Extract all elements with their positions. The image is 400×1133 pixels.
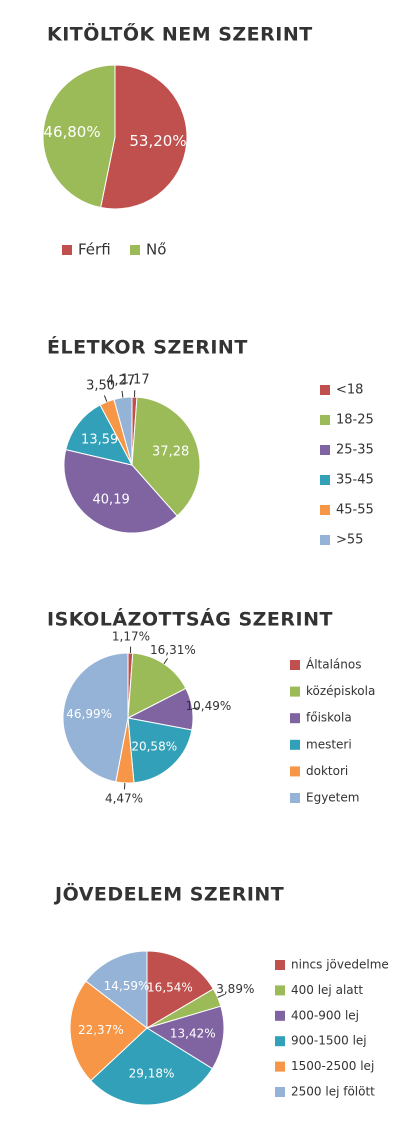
legend-swatch: [275, 985, 285, 996]
legend-swatch: [320, 475, 330, 485]
legend-label: <18: [336, 383, 363, 398]
legend-swatch: [320, 415, 330, 425]
data-label: 3,89%: [216, 982, 254, 996]
legend-swatch: [290, 686, 300, 697]
pie-slice: [63, 448, 178, 534]
legend-label: mesteri: [306, 737, 352, 751]
legend-label: Egyetem: [306, 791, 359, 805]
legend-label: Férfi: [78, 241, 111, 259]
pie-slice: [127, 652, 187, 719]
legend-label: főiskola: [306, 711, 352, 725]
legend-label: 400-900 lej: [291, 1008, 359, 1022]
data-label: 46,99%: [66, 707, 112, 721]
legend-label: Nő: [146, 241, 166, 259]
legend-swatch: [320, 505, 330, 515]
legend-label: 45-55: [336, 503, 374, 518]
pie-slice: [65, 404, 133, 466]
data-label: 10,49%: [186, 699, 232, 713]
legend-swatch: [290, 739, 300, 750]
leader-line: [163, 658, 168, 665]
legend-swatch: [130, 245, 140, 255]
legend-label: 18-25: [336, 413, 374, 428]
legend-label: 35-45: [336, 473, 374, 488]
data-label: 4,27: [106, 373, 135, 388]
legend-swatch: [275, 960, 285, 970]
legend-swatch: [275, 1087, 285, 1097]
legend-label: Általános: [306, 657, 362, 672]
legend-label: 400 lej alatt: [291, 983, 363, 997]
data-label: 3,50: [86, 379, 115, 394]
data-label: 4,47%: [105, 792, 143, 806]
pie-slice: [62, 652, 129, 783]
legend-label: 1500-2500 lej: [291, 1059, 374, 1073]
chart-title: JÖVEDELEM SZERINT: [53, 882, 284, 906]
data-label: 22,37%: [78, 1023, 124, 1037]
data-label: 40,19: [93, 493, 130, 508]
data-label: 14,59%: [104, 979, 150, 993]
pie-slice: [113, 396, 133, 466]
leader-line: [121, 390, 124, 398]
legend-label: nincs jövedelme: [291, 958, 389, 972]
pie-slice: [146, 950, 215, 1029]
legend-swatch: [290, 793, 300, 803]
data-label: 1,17: [121, 373, 150, 388]
legend-label: 25-35: [336, 443, 374, 458]
pie-slice: [145, 1005, 225, 1070]
pie-slice: [100, 64, 188, 210]
data-label: 53,20%: [129, 132, 186, 150]
data-label: 13,42%: [170, 1027, 216, 1041]
pie-slice: [85, 950, 148, 1030]
legend-swatch: [290, 766, 300, 777]
pie-slice: [90, 1027, 214, 1106]
legend-swatch: [275, 1061, 285, 1072]
chart-title: KITÖLTŐK NEM SZERINT: [47, 22, 313, 46]
legend-swatch: [320, 445, 330, 455]
pie-slice: [131, 396, 201, 517]
legend-swatch: [62, 245, 72, 255]
leader-line: [103, 395, 108, 402]
leader-line: [217, 993, 225, 998]
pie-slice: [127, 717, 193, 784]
data-label: 16,31%: [150, 643, 196, 657]
leader-line: [192, 707, 199, 710]
data-label: 46,80%: [43, 123, 100, 141]
legend-swatch: [275, 1036, 285, 1047]
data-label: 13,59: [81, 433, 118, 448]
chart-title: ISKOLÁZOTTSÁG SZERINT: [47, 608, 333, 631]
pie-slice: [42, 64, 116, 209]
legend-label: 2500 lej fölött: [291, 1085, 375, 1099]
chart-title: ÉLETKOR SZERINT: [47, 336, 248, 359]
legend-swatch: [320, 535, 330, 545]
legend-swatch: [275, 1010, 285, 1021]
legend-swatch: [290, 713, 300, 724]
legend-label: 900-1500 lej: [291, 1034, 367, 1048]
pie-slice: [69, 980, 148, 1082]
data-label: 29,18%: [129, 1066, 175, 1080]
data-label: 16,54%: [147, 980, 193, 994]
legend-label: doktori: [306, 764, 348, 778]
legend-label: középiskola: [306, 684, 375, 698]
data-label: 37,28: [152, 444, 189, 459]
legend-swatch: [290, 660, 300, 670]
data-label: 1,17%: [112, 629, 150, 643]
legend-label: >55: [336, 533, 363, 548]
legend-swatch: [320, 385, 330, 395]
data-label: 20,58%: [131, 739, 177, 753]
